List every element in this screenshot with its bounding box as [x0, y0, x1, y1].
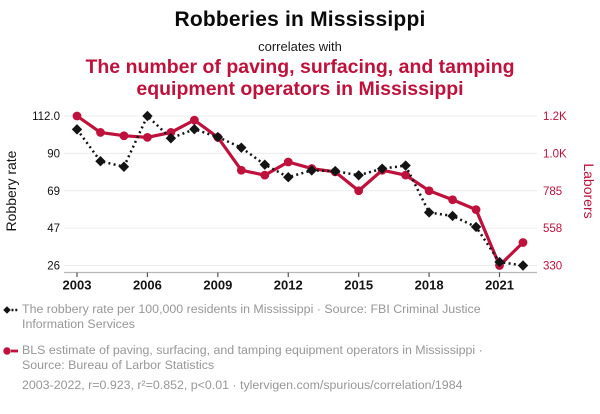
svg-text:Laborers: Laborers — [581, 163, 597, 218]
chart-legend: The robbery rate per 100,000 residents i… — [3, 302, 593, 384]
correlates-with-label: correlates with — [258, 39, 342, 54]
page-title: Robberies in Mississippi — [174, 8, 426, 31]
red-circle-solid-line-icon — [3, 347, 18, 355]
svg-text:2003: 2003 — [63, 278, 92, 293]
legend-item-robbery-rate: The robbery rate per 100,000 residents i… — [3, 302, 593, 332]
correlation-line-chart: 2003 2006 2009 2012 2015 2018 2021 112.0 90 69 47 2… — [3, 110, 597, 293]
svg-text:90: 90 — [47, 148, 60, 160]
svg-text:330: 330 — [543, 261, 562, 273]
svg-text:Robbery rate: Robbery rate — [3, 150, 19, 231]
svg-text:47: 47 — [47, 223, 60, 235]
legend-item-laborers: BLS estimate of paving, surfacing, and t… — [3, 343, 593, 373]
stats-footer: 2003-2022, r=0.923, r²=0.852, p<0.01 · t… — [22, 378, 463, 392]
svg-text:2018: 2018 — [415, 278, 444, 293]
svg-text:2009: 2009 — [203, 278, 232, 293]
svg-text:785: 785 — [543, 186, 562, 198]
svg-text:2012: 2012 — [274, 278, 303, 293]
svg-text:112.0: 112.0 — [32, 111, 60, 123]
svg-text:1.2K: 1.2K — [543, 111, 567, 123]
chart-subtitle: The number of paving, surfacing, and tam… — [85, 56, 515, 100]
svg-text:26: 26 — [47, 261, 60, 273]
svg-text:2021: 2021 — [485, 278, 514, 293]
svg-text:2015: 2015 — [344, 278, 373, 293]
svg-text:69: 69 — [47, 186, 60, 198]
svg-text:558: 558 — [543, 223, 562, 235]
svg-text:2006: 2006 — [133, 278, 162, 293]
svg-text:1.0K: 1.0K — [543, 148, 567, 160]
legend-text-laborers: BLS estimate of paving, surfacing, and t… — [22, 343, 483, 372]
legend-text-robbery-rate: The robbery rate per 100,000 residents i… — [22, 302, 481, 331]
black-diamond-dotted-line-icon — [3, 306, 18, 314]
